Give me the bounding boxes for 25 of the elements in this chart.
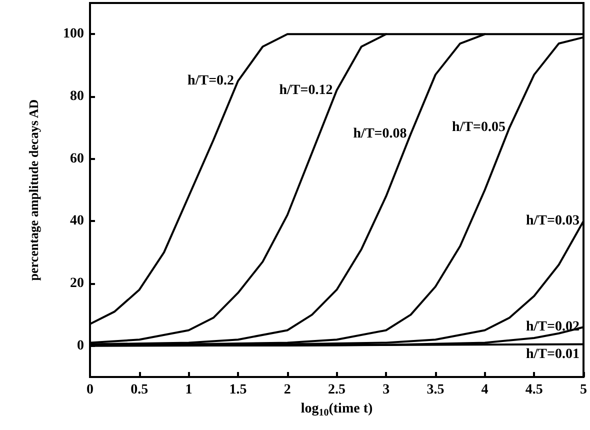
x-tick-label: 4.5	[525, 382, 543, 398]
annotation: h/T=0.05	[452, 120, 506, 136]
y-tick-label: 20	[70, 276, 84, 291]
y-tick-label: 40	[70, 214, 84, 229]
x-tick-label: 5	[580, 382, 587, 398]
y-tick-label: 60	[70, 151, 84, 166]
annotation: h/T=0.03	[526, 214, 580, 229]
x-tick-label: 3	[382, 382, 390, 398]
annotation: h/T=0.08	[353, 126, 407, 142]
y-axis-title: percentage amplitude decays AD	[26, 99, 41, 281]
x-tick-label: 0	[86, 382, 94, 398]
x-tick-label: 2.5	[328, 382, 346, 398]
x-tick-label: 4	[481, 382, 488, 398]
x-tick-label: 3.5	[426, 382, 444, 398]
x-tick-label: 0.5	[130, 382, 148, 398]
y-tick-label: 80	[70, 89, 84, 104]
annotation: h/T=0.12	[279, 82, 333, 98]
x-tick-label: 2	[284, 382, 291, 398]
x-tick-label: 1.5	[229, 382, 247, 398]
y-tick-label: 0	[77, 338, 84, 354]
annotation: h/T=0.01	[526, 346, 580, 362]
annotation: h/T=0.02	[526, 320, 580, 335]
annotation: h/T=0.2	[188, 73, 234, 88]
y-tick-label: 100	[63, 26, 84, 42]
x-tick-label: 1	[185, 382, 192, 398]
